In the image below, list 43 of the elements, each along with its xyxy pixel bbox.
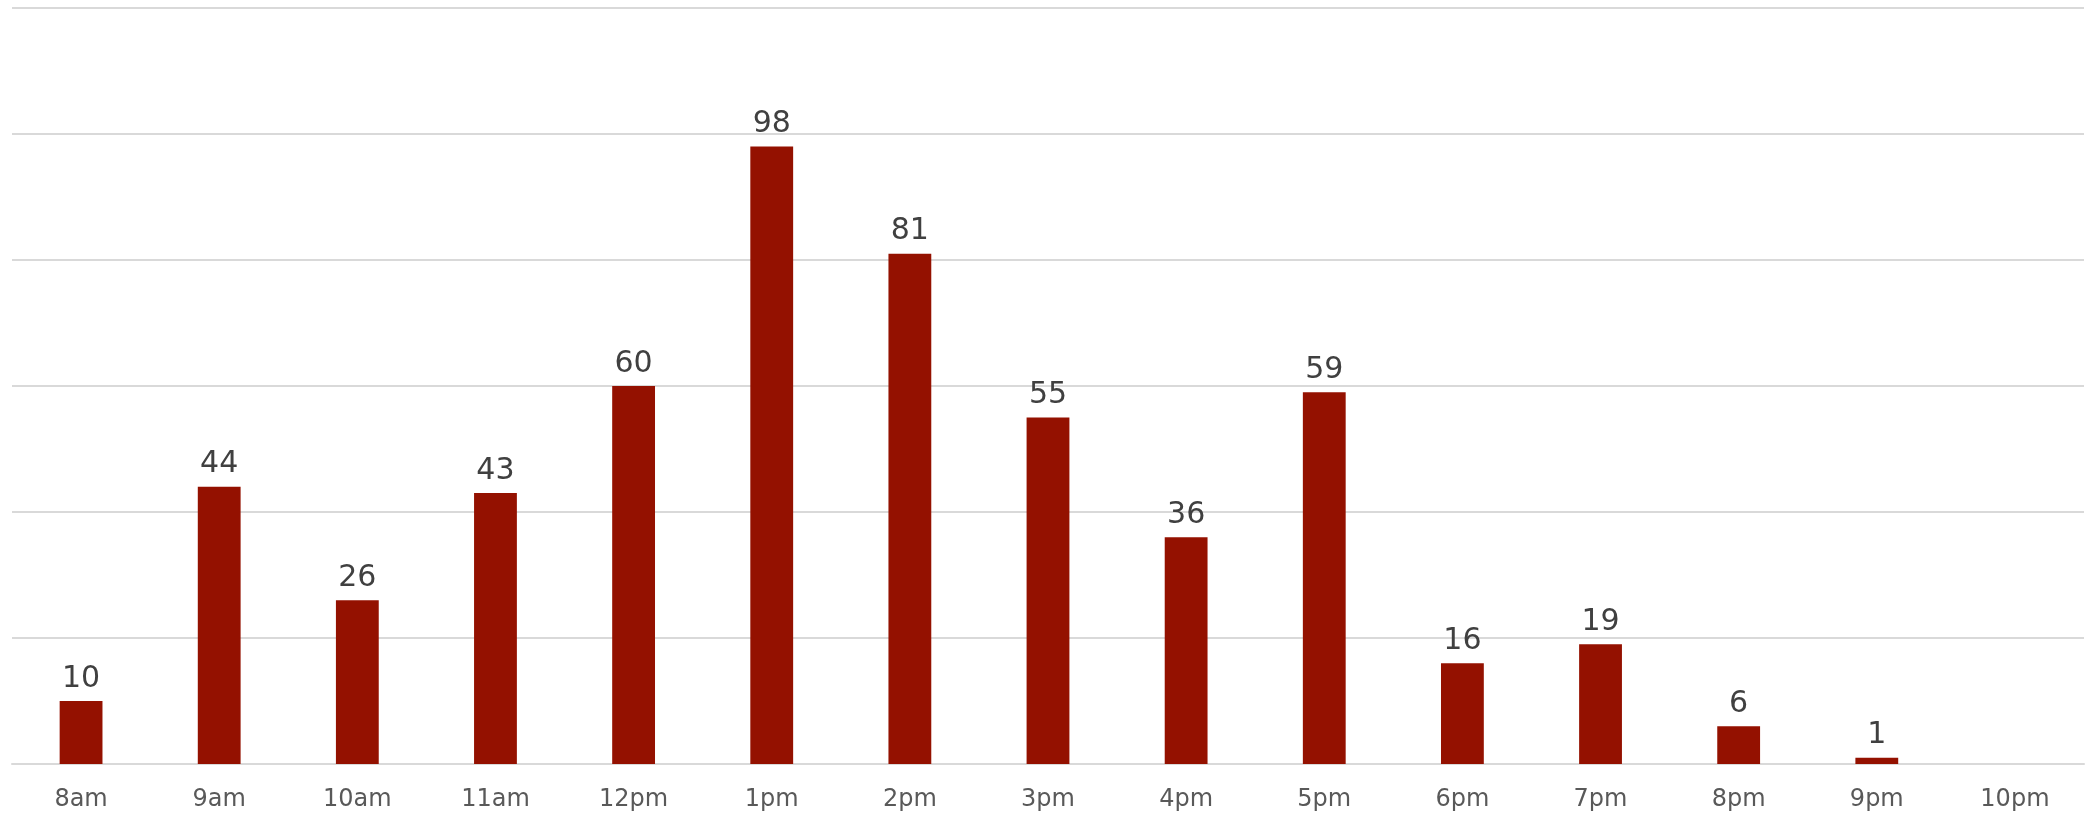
bar (1855, 757, 1899, 764)
data-label: 60 (614, 343, 653, 379)
bar (59, 701, 103, 764)
data-label: 98 (752, 104, 791, 140)
data-label: 6 (1729, 683, 1749, 719)
bar (474, 493, 517, 764)
data-label: 26 (338, 557, 377, 593)
data-label: 36 (1167, 494, 1206, 530)
data-label: 81 (890, 211, 929, 247)
x-tick-label: 5pm (1297, 784, 1352, 812)
bar (1579, 644, 1622, 764)
x-tick-label: 10pm (1980, 784, 2050, 812)
x-tick-label: 8am (54, 784, 108, 812)
x-tick-label: 3pm (1021, 784, 1075, 812)
data-label: 43 (476, 450, 515, 486)
x-tick-label: 11am (461, 784, 530, 812)
x-tick-label: 9pm (1849, 784, 1904, 812)
x-tick-label: 12pm (599, 784, 669, 812)
data-label: 44 (200, 444, 239, 480)
x-tick-label: 6pm (1435, 784, 1490, 812)
x-tick-label: 1pm (744, 784, 799, 812)
x-tick-label: 7pm (1573, 784, 1628, 812)
x-tick-label: 9am (192, 784, 246, 812)
data-label: 19 (1581, 601, 1620, 637)
bar (1026, 417, 1070, 764)
bar (1302, 392, 1346, 764)
data-label: 55 (1028, 375, 1068, 410)
data-label: 1 (1867, 715, 1887, 751)
bar (1164, 537, 1208, 764)
bar (1440, 663, 1484, 764)
x-tick-label: 8pm (1711, 784, 1766, 812)
bar (750, 146, 794, 764)
bar (1717, 726, 1761, 764)
x-tick-label: 2pm (882, 784, 937, 812)
data-label: 59 (1305, 349, 1344, 385)
bar (888, 253, 932, 764)
data-label: 16 (1443, 620, 1482, 656)
bar (197, 486, 241, 764)
bar (335, 600, 379, 764)
data-label: 10 (61, 658, 101, 694)
bar (612, 386, 656, 764)
x-tick-label: 10am (323, 784, 392, 812)
x-tick-label: 4pm (1159, 784, 1214, 812)
